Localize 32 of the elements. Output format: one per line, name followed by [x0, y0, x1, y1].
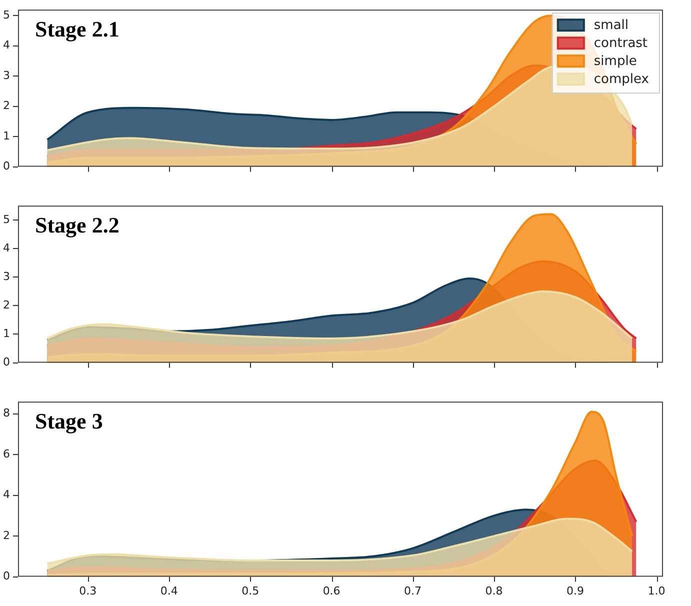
x-tick-label: 0.7: [404, 584, 422, 598]
x-tick-label: 0.6: [322, 584, 340, 598]
y-tick-label: 0: [3, 356, 10, 369]
x-tick-label: 1.0: [648, 584, 666, 598]
x-tick-label: 0.8: [485, 584, 503, 598]
y-tick-label: 1: [3, 129, 10, 142]
y-tick-label: 1: [3, 327, 10, 340]
chart-title: Stage 2.2: [35, 212, 120, 238]
legend-label: simple: [594, 54, 637, 69]
y-tick-label: 0: [3, 570, 10, 583]
chart-title: Stage 2.1: [35, 16, 120, 42]
y-tick-label: 4: [3, 241, 10, 254]
legend-label: small: [594, 18, 629, 33]
x-tick-label: 0.3: [79, 584, 97, 598]
y-tick-label: 5: [3, 8, 10, 22]
y-tick-label: 2: [3, 99, 10, 112]
y-tick-label: 3: [3, 68, 10, 82]
y-tick-label: 8: [3, 406, 10, 420]
chart-title: Stage 3: [35, 408, 103, 434]
x-tick-label: 0.5: [242, 584, 260, 598]
y-tick-label: 2: [3, 298, 10, 312]
y-tick-label: 5: [3, 212, 10, 226]
y-tick-label: 2: [3, 528, 10, 542]
legend-label: complex: [594, 72, 650, 87]
y-tick-label: 6: [3, 447, 10, 460]
y-tick-label: 3: [3, 270, 10, 283]
y-tick-label: 0: [3, 160, 10, 173]
y-tick-label: 4: [3, 488, 10, 502]
x-tick-label: 0.9: [566, 584, 584, 598]
x-tick-label: 0.4: [160, 584, 178, 598]
legend-label: contrast: [594, 36, 648, 51]
y-tick-label: 4: [3, 38, 10, 52]
